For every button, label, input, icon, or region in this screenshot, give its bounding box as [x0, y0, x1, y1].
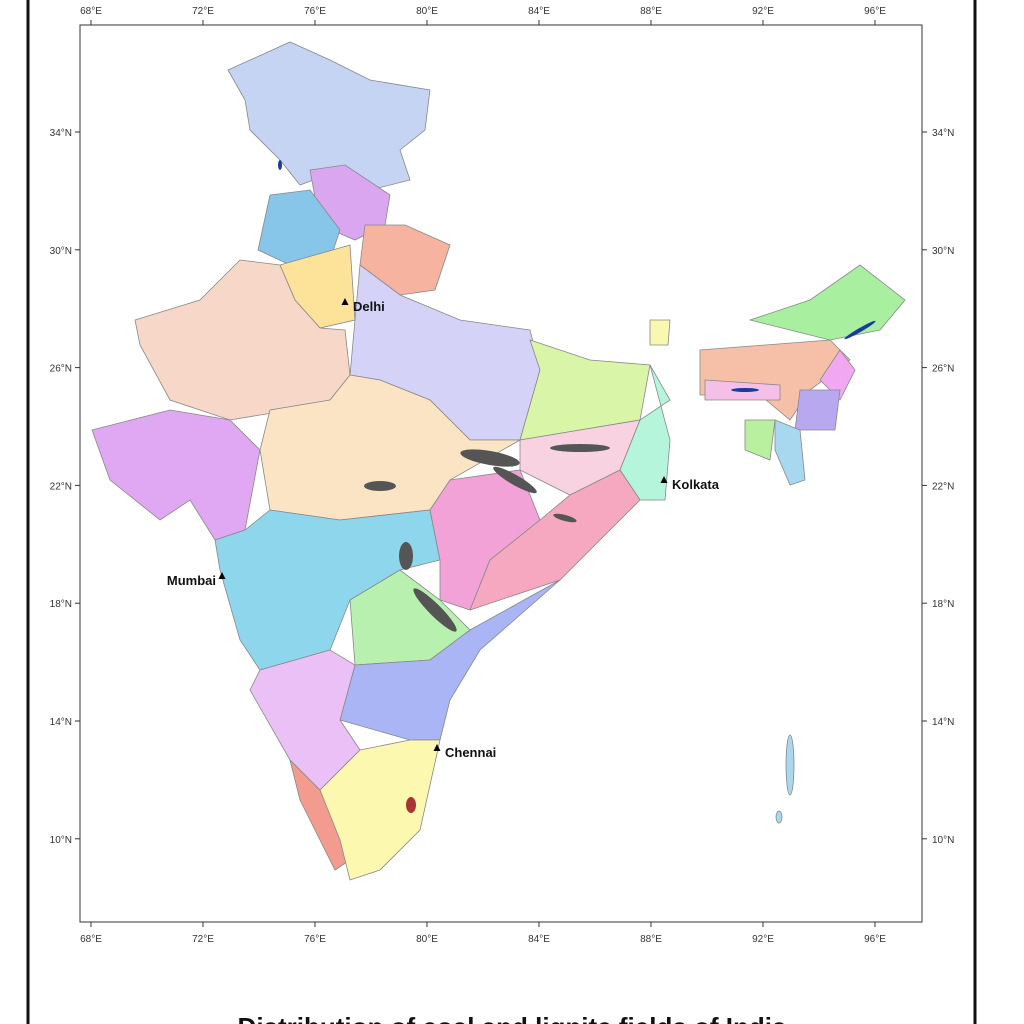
map-title: Distribution of coal and lignite fields …: [238, 1012, 787, 1024]
y-tick-label: 14°N: [50, 717, 72, 728]
state: [319, 739, 441, 881]
coal-field: [278, 160, 282, 170]
state: [289, 758, 351, 871]
x-tick-label: 88°E: [640, 934, 662, 945]
city-marker: [433, 744, 441, 751]
x-tick-label: 96°E: [864, 6, 886, 17]
coal-field: [413, 588, 457, 632]
cities: Delhi Kolkata Mumbai Chennai: [167, 298, 720, 760]
state: [469, 469, 641, 611]
state: [774, 419, 806, 486]
state: [794, 389, 841, 431]
outer-frame: [26, 0, 977, 1024]
x-tick-label: 68°E: [80, 6, 102, 17]
city-marker: [660, 476, 668, 483]
y-tick-label: 26°N: [50, 364, 72, 375]
y-tick-label: 30°N: [50, 246, 72, 257]
y-tick-label: 10°N: [50, 835, 72, 846]
x-tick-label: 88°E: [640, 6, 662, 17]
x-tick-label: 80°E: [416, 934, 438, 945]
x-tick-label: 76°E: [304, 6, 326, 17]
state: [744, 419, 776, 461]
states: [91, 41, 906, 881]
state: [227, 41, 431, 191]
coal-field: [553, 513, 577, 523]
coal-field: [844, 320, 876, 340]
y-tick-label: 34°N: [50, 128, 72, 139]
x-tick-label: 80°E: [416, 6, 438, 17]
y-tick-label: 18°N: [932, 599, 954, 610]
y-tick-label: 10°N: [932, 835, 954, 846]
y-tick-label: 22°N: [50, 481, 72, 492]
city-marker: [341, 298, 349, 305]
x-tick-label: 92°E: [752, 934, 774, 945]
x-tick-label: 72°E: [192, 934, 214, 945]
x-tick-label: 84°E: [528, 934, 550, 945]
y-tick-label: 14°N: [932, 717, 954, 728]
x-tick-label: 96°E: [864, 934, 886, 945]
island: [775, 810, 783, 824]
coal-field: [550, 444, 610, 452]
x-tick-label: 76°E: [304, 934, 326, 945]
city-label: Chennai: [445, 745, 496, 760]
state: [819, 349, 856, 401]
city-label: Delhi: [353, 299, 385, 314]
state: [339, 579, 561, 741]
y-tick-label: 30°N: [932, 246, 954, 257]
x-tick-label: 72°E: [192, 6, 214, 17]
y-tick-label: 22°N: [932, 481, 954, 492]
coal-field: [460, 449, 520, 467]
coal-field: [731, 388, 759, 392]
state: [649, 319, 671, 346]
city-marker: [218, 572, 226, 579]
island: [785, 734, 795, 796]
coal-field: [399, 542, 413, 570]
y-tick-label: 18°N: [50, 599, 72, 610]
lignite-field: [406, 797, 416, 813]
x-tick-label: 84°E: [528, 6, 550, 17]
coal-field: [364, 481, 396, 491]
coal-field: [493, 466, 537, 494]
y-tick-label: 26°N: [932, 364, 954, 375]
x-tick-label: 68°E: [80, 934, 102, 945]
coal-fields: [278, 160, 876, 813]
graticule: 68°E 68°E 72°E 72°E 76°E 76°E 80°E 80°E 84°E 84°E…: [50, 6, 955, 945]
x-tick-label: 92°E: [752, 6, 774, 17]
city-label: Kolkata: [672, 477, 720, 492]
y-tick-label: 34°N: [932, 128, 954, 139]
city-label: Mumbai: [167, 573, 216, 588]
